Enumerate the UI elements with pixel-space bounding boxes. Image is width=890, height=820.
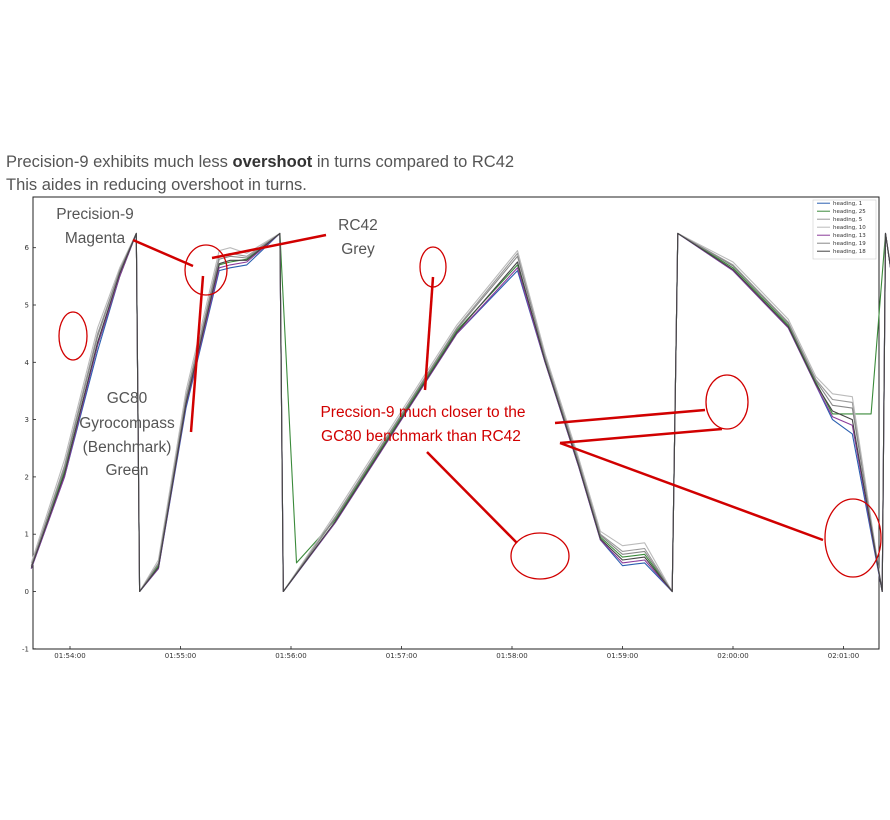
- chart-caption: Precision-9 exhibits much less overshoot…: [6, 151, 514, 197]
- y-tick-label: 0: [25, 588, 29, 596]
- plot-frame: [32, 196, 880, 650]
- caption-line-2: This aides in reducing overshoot in turn…: [6, 176, 307, 194]
- label-gc80-color: Green: [105, 462, 148, 479]
- series-line: [30, 232, 890, 593]
- series-line: [30, 232, 890, 593]
- legend-label: heading, 25: [833, 209, 866, 215]
- pointer-line: [132, 238, 194, 268]
- pointer-line: [211, 233, 327, 260]
- y-tick-label: -1: [22, 645, 29, 653]
- x-tick-label: 01:58:00: [496, 652, 527, 660]
- legend-label: heading, 5: [833, 217, 863, 223]
- highlight-circle: [510, 532, 570, 580]
- x-tick-label: 01:55:00: [165, 652, 196, 660]
- x-axis: 01:54:00 01:55:00 01:56:00 01:57:00 01:58:00…: [54, 646, 859, 660]
- x-tick-label: 01:56:00: [275, 652, 306, 660]
- label-rc42-name: RC42: [338, 217, 378, 234]
- pointer-line: [559, 441, 824, 542]
- y-tick-label: 2: [25, 473, 29, 481]
- legend-label: heading, 18: [833, 249, 866, 255]
- legend: heading, 1 heading, 25 heading, 5 heading, …: [812, 199, 877, 260]
- label-gc80-type: Gyrocompass: [79, 415, 175, 432]
- y-axis: -1 0 1 2 3 4 5 6: [22, 244, 36, 653]
- highlight-circle: [705, 374, 749, 430]
- label-precision9-name: Precision-9: [56, 206, 134, 223]
- label-comparison-line1: Precsion-9 much closer to the: [320, 404, 525, 421]
- caption-line-1-text: Precision-9 exhibits much less: [6, 153, 233, 171]
- legend-label: heading, 1: [833, 201, 862, 207]
- label-precision9-color: Magenta: [65, 230, 126, 247]
- highlight-circle: [824, 498, 882, 578]
- caption-line-1: Precision-9 exhibits much less overshoot…: [6, 151, 514, 174]
- x-tick-label: 02:00:00: [717, 652, 748, 660]
- legend-label: heading, 13: [833, 233, 866, 239]
- label-comparison-line2: GC80 benchmark than RC42: [321, 428, 521, 445]
- legend-box: [812, 199, 877, 260]
- pointer-line: [423, 276, 435, 391]
- series-lines: [30, 232, 890, 593]
- y-tick-label: 1: [25, 531, 29, 539]
- highlight-circle: [58, 311, 88, 361]
- x-tick-label: 01:59:00: [607, 652, 638, 660]
- y-tick-label: 6: [25, 244, 30, 252]
- label-gc80-role: (Benchmark): [83, 439, 172, 456]
- label-gc80-name: GC80: [107, 390, 148, 407]
- pointer-line: [559, 427, 723, 445]
- annotations: Precision-9 Magenta RC42 Grey GC80 Gyroc…: [56, 206, 882, 580]
- legend-label: heading, 19: [833, 241, 866, 247]
- series-line: [30, 232, 890, 593]
- pointer-line: [554, 408, 706, 425]
- pointer-line: [426, 451, 518, 544]
- caption-line-1-emphasis: overshoot: [232, 153, 313, 171]
- x-tick-label: 02:01:00: [828, 652, 859, 660]
- x-tick-label: 01:54:00: [54, 652, 85, 660]
- legend-label: heading, 10: [833, 225, 866, 231]
- pointer-line: [189, 275, 205, 433]
- x-tick-label: 01:57:00: [386, 652, 417, 660]
- y-tick-label: 5: [25, 302, 29, 310]
- caption-line-1-tail: in turns compared to RC42: [312, 153, 515, 171]
- y-tick-label: 3: [25, 416, 29, 424]
- label-rc42-color: Grey: [341, 241, 375, 258]
- y-tick-label: 4: [25, 359, 30, 367]
- highlight-circle: [184, 244, 228, 296]
